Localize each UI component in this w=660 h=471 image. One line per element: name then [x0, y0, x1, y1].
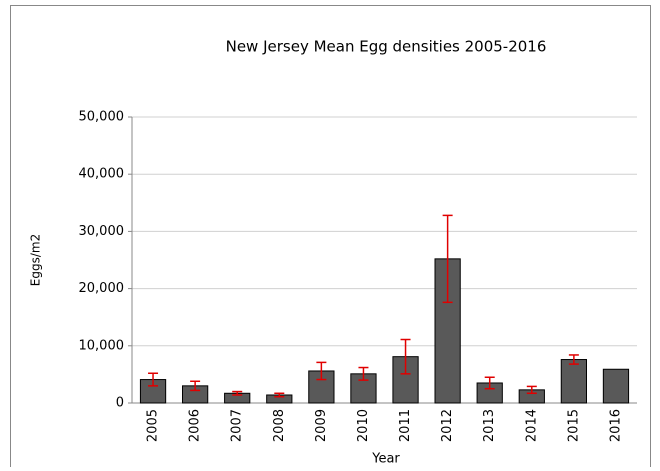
- error-bar: [358, 366, 369, 381]
- y-tick-label: 30,000: [79, 224, 125, 239]
- y-tick-label: 40,000: [79, 167, 125, 182]
- x-tick-label: 2005: [146, 409, 161, 442]
- error-bar: [568, 354, 579, 365]
- error-bar: [400, 338, 411, 375]
- bar: [560, 359, 587, 404]
- chart-title: New Jersey Mean Egg densities 2005-2016: [226, 38, 547, 56]
- y-tick-label: 10,000: [79, 338, 125, 353]
- y-tick-label: 20,000: [79, 281, 125, 296]
- x-tick-label: 2009: [314, 409, 329, 442]
- x-tick-label: 2013: [482, 409, 497, 442]
- x-tick-label: 2016: [608, 409, 623, 442]
- bar: [392, 356, 419, 404]
- y-axis-label: Eggs/m2: [29, 234, 43, 286]
- y-tick-label: 50,000: [79, 110, 125, 125]
- x-tick-label: 2011: [398, 409, 413, 442]
- error-bar: [316, 361, 327, 381]
- x-tick-label: 2012: [440, 409, 455, 442]
- x-tick-label: 2006: [188, 409, 203, 442]
- error-bar: [442, 214, 453, 304]
- y-tick-label: 0: [116, 396, 124, 411]
- error-bar: [232, 390, 243, 396]
- x-axis-label: Year: [371, 452, 400, 467]
- error-bar: [148, 372, 159, 387]
- x-tick-label: 2015: [566, 409, 581, 442]
- x-tick-label: 2014: [524, 409, 539, 442]
- x-tick-label: 2008: [272, 409, 287, 442]
- error-bar: [484, 376, 495, 390]
- error-bar: [526, 385, 537, 395]
- x-tick-label: 2007: [230, 409, 245, 442]
- error-bar: [190, 380, 201, 392]
- error-bar: [274, 392, 285, 398]
- bar: [602, 368, 630, 404]
- x-tick-label: 2010: [356, 409, 371, 442]
